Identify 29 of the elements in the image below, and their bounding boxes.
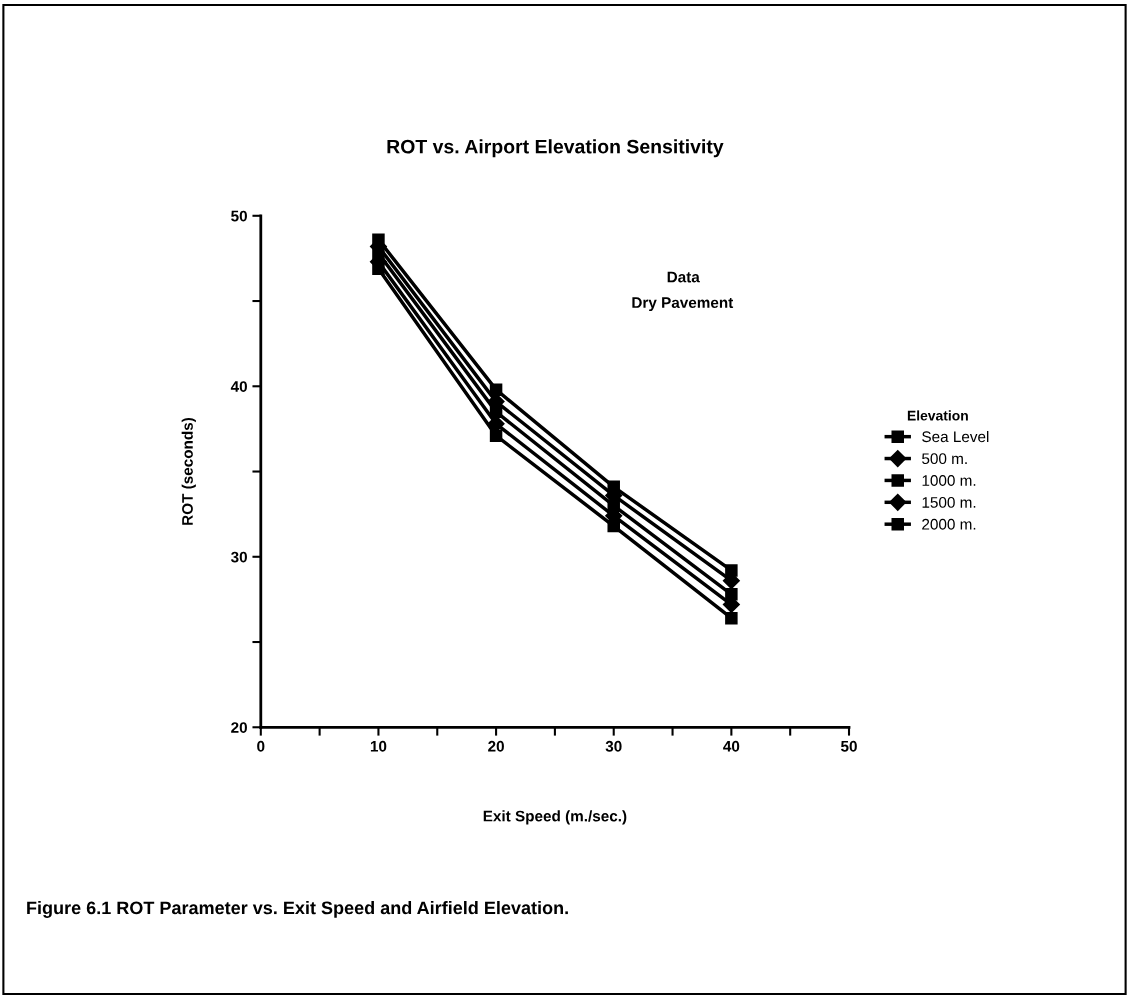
x-tick-label: 0 — [257, 740, 265, 752]
x-tick-label: 50 — [840, 740, 857, 752]
point — [607, 480, 620, 494]
point — [725, 564, 738, 577]
x-tick-label: 10 — [370, 740, 387, 752]
y-tick-label: 40 — [230, 381, 247, 392]
x-axis-title: Exit Speed (m./sec.) — [483, 810, 627, 825]
legend-label: Sea Level — [922, 430, 989, 443]
chart-title: ROT vs. Airport Elevation Sensitivity — [387, 139, 724, 158]
point — [607, 499, 620, 512]
legend-label: 1500 m. — [922, 496, 976, 508]
x-tick-label: 30 — [605, 740, 622, 752]
point — [725, 611, 738, 625]
legend-label: 500 m. — [922, 453, 967, 465]
y-tick-label: 20 — [231, 722, 247, 733]
annotation: Data — [667, 271, 700, 283]
caption: Figure 6.1 ROT Parameter vs. Exit Speed and Airfield Elevation. — [27, 901, 568, 918]
y-tick-label: 30 — [230, 551, 247, 563]
y-axis-title: ROT (seconds) — [181, 417, 196, 525]
legend-label: 1000 m. — [922, 475, 976, 486]
annotation: Dry Pavement — [632, 297, 734, 312]
x-tick-label: 20 — [488, 740, 504, 752]
point — [489, 429, 503, 442]
x-tick-label: 40 — [723, 740, 740, 752]
point — [489, 383, 503, 396]
legend-title: Elevation — [907, 410, 968, 421]
y-tick-label: 50 — [231, 210, 247, 222]
legend-label: 2000 m. — [922, 518, 976, 530]
point — [725, 588, 738, 601]
